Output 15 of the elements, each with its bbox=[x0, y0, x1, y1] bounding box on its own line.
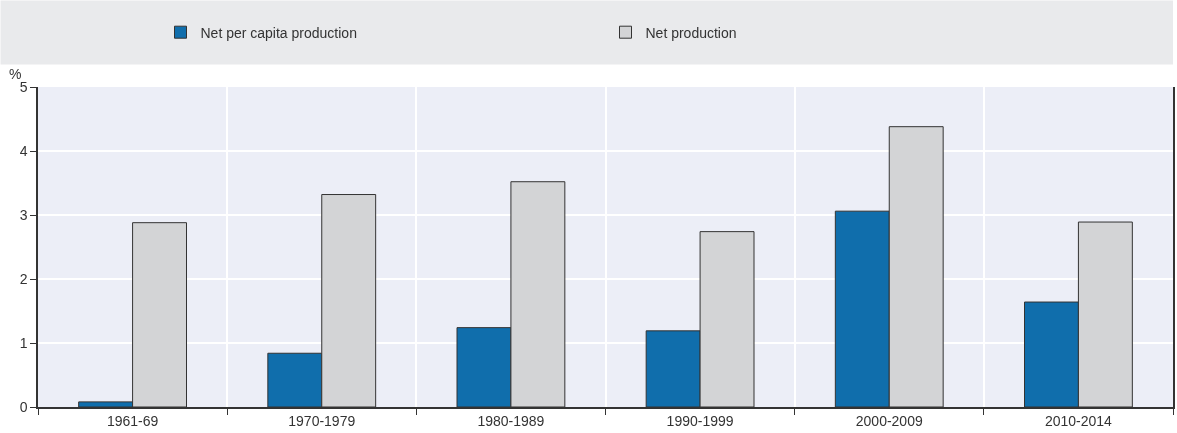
legend-label: Net production bbox=[645, 24, 737, 41]
x-tick-label: 1980-1989 bbox=[477, 412, 545, 429]
y-tick-label: 0 bbox=[19, 398, 28, 415]
x-tick-label: 1961-69 bbox=[106, 412, 159, 429]
x-tick-label: 1990-1999 bbox=[666, 412, 734, 429]
legend-label: Net per capita production bbox=[200, 24, 357, 41]
x-tick-label: 2000-2009 bbox=[855, 412, 923, 429]
y-tick-label: 4 bbox=[19, 142, 28, 159]
y-axis-title: % bbox=[9, 66, 22, 82]
x-tick-label: 1970-1979 bbox=[288, 412, 356, 429]
y-tick-label: 5 bbox=[19, 78, 28, 95]
y-tick-label: 1 bbox=[19, 334, 28, 351]
y-tick-label: 2 bbox=[19, 270, 28, 287]
x-tick-label: 2010-2014 bbox=[1044, 412, 1113, 429]
y-tick-label: 3 bbox=[19, 206, 28, 223]
